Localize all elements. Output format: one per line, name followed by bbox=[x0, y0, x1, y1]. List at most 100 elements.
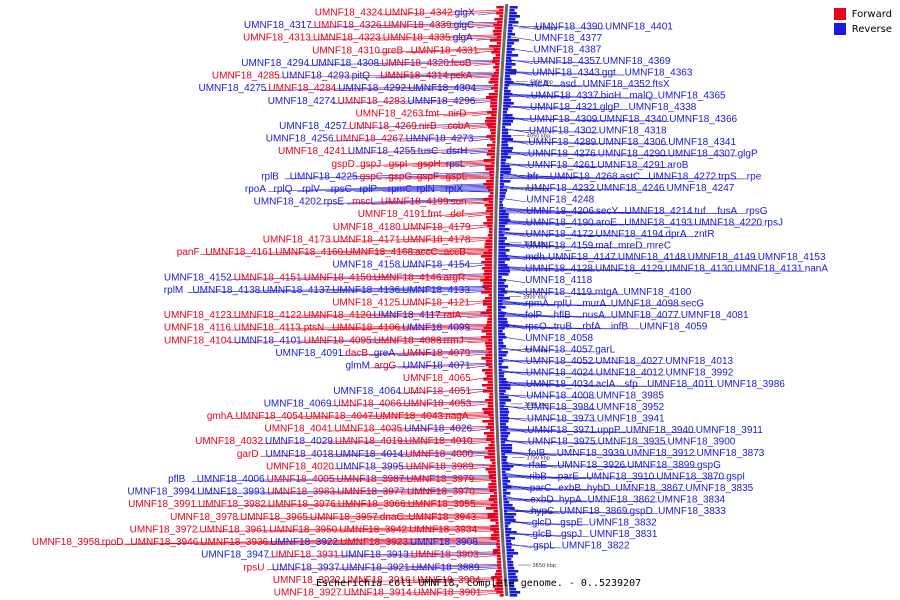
leader-line bbox=[397, 300, 490, 306]
leader-line bbox=[505, 107, 629, 110]
reverse-feature bbox=[504, 522, 511, 525]
gene-label: UMNF18_4053 bbox=[404, 398, 472, 409]
leader-line bbox=[467, 278, 490, 281]
forward-feature bbox=[489, 465, 496, 468]
forward-feature bbox=[493, 33, 502, 36]
reverse-feature bbox=[508, 579, 519, 582]
gene-label: UMNF18_4290 bbox=[598, 148, 666, 159]
leader-line bbox=[330, 451, 493, 457]
forward-feature bbox=[481, 291, 492, 294]
reverse-feature bbox=[507, 36, 511, 39]
leader-line bbox=[329, 426, 492, 432]
scale-tick-label: 3700 kbp bbox=[529, 509, 553, 515]
gene-label: UMNF18_4202 bbox=[254, 197, 322, 208]
reverse-feature bbox=[498, 225, 505, 228]
gene-label: UMNF18_4214 bbox=[625, 206, 693, 217]
leader-line bbox=[200, 247, 490, 255]
reverse-feature bbox=[498, 309, 502, 312]
forward-feature bbox=[483, 432, 495, 435]
gene-label: UMNF18_3889 bbox=[412, 562, 480, 573]
leader-line bbox=[260, 450, 493, 457]
forward-feature bbox=[486, 135, 496, 138]
reverse-feature bbox=[506, 45, 512, 48]
forward-feature bbox=[486, 324, 492, 327]
reverse-feature bbox=[506, 552, 519, 555]
forward-feature bbox=[487, 402, 494, 405]
leader-line bbox=[445, 62, 497, 66]
reverse-feature bbox=[504, 516, 515, 519]
leader-line bbox=[467, 214, 491, 217]
leader-line bbox=[505, 477, 727, 480]
reverse-feature bbox=[507, 567, 515, 570]
gene-label: UMNF18_4180 bbox=[333, 222, 401, 233]
gene-label: gspI bbox=[726, 471, 745, 482]
gene-label: UMNF18_4010 bbox=[405, 436, 473, 447]
gene-label: UMNF18_4190 bbox=[526, 218, 594, 229]
reverse-feature bbox=[502, 477, 508, 480]
leader-line bbox=[471, 492, 494, 495]
reverse-feature bbox=[498, 360, 504, 363]
leader-line bbox=[506, 499, 658, 503]
reverse-feature bbox=[501, 456, 508, 459]
forward-feature bbox=[496, 570, 502, 573]
leader-line bbox=[192, 487, 494, 495]
gene-label: UMNF18_3910 bbox=[586, 471, 654, 482]
forward-feature bbox=[496, 36, 502, 39]
forward-feature bbox=[497, 558, 501, 561]
forward-feature bbox=[489, 228, 493, 231]
gene-label: UMNF18_4098 bbox=[611, 298, 679, 309]
reverse-feature bbox=[499, 213, 509, 216]
scale-tick-label: 3950 kbp bbox=[523, 241, 547, 247]
forward-feature bbox=[489, 396, 494, 399]
gene-label: UMNF18_3946 bbox=[130, 537, 198, 548]
gene-label: garL bbox=[595, 344, 615, 355]
leader-line bbox=[265, 540, 497, 545]
gene-label: UMNF18_3970 bbox=[407, 487, 475, 498]
gene-label: UMNF18_4032 bbox=[195, 436, 263, 447]
gene-label: feoB bbox=[451, 58, 472, 69]
gene-label: UMNF18_3995 bbox=[336, 461, 404, 472]
reverse-feature bbox=[498, 327, 505, 330]
gene-label: UMNF18_4261 bbox=[528, 160, 596, 171]
gene-label: UMNF18_4122 bbox=[234, 310, 302, 321]
leader-line bbox=[509, 544, 562, 549]
reverse-feature bbox=[500, 423, 506, 426]
forward-feature bbox=[489, 39, 502, 42]
leader-line bbox=[467, 376, 490, 381]
gene-label: nanA bbox=[805, 264, 829, 275]
gene-label: UMNF18_4149 bbox=[688, 252, 756, 263]
leader-line bbox=[343, 122, 494, 129]
gene-label: glgX bbox=[455, 8, 475, 19]
gene-label: dnaG bbox=[380, 512, 405, 523]
reverse-feature bbox=[498, 222, 508, 225]
forward-feature bbox=[489, 237, 493, 240]
forward-feature bbox=[488, 195, 494, 198]
forward-feature bbox=[485, 276, 493, 279]
forward-feature bbox=[486, 96, 498, 99]
leader-line bbox=[375, 74, 496, 79]
forward-feature bbox=[493, 501, 498, 504]
reverse-feature bbox=[505, 72, 516, 75]
gene-label: UMNF18_4054 bbox=[236, 411, 304, 422]
leader-line bbox=[468, 191, 491, 193]
leader-line bbox=[330, 463, 493, 470]
gene-label: UMNF18_3977 bbox=[337, 487, 405, 498]
forward-feature bbox=[486, 309, 492, 312]
scale-tick-label: 3650 kbp bbox=[533, 563, 557, 569]
gene-label: UMNF18_4263 bbox=[356, 108, 424, 119]
gene-label: aroB bbox=[667, 160, 688, 171]
gene-label: mscL bbox=[352, 197, 376, 208]
forward-feature bbox=[494, 588, 504, 591]
gene-label: UMNF18_3979 bbox=[406, 474, 474, 485]
gene-label: UMNF18_4338 bbox=[629, 102, 697, 113]
gene-label: greA bbox=[374, 348, 395, 359]
gene-label: asd bbox=[560, 79, 576, 90]
reverse-feature bbox=[508, 24, 512, 27]
gene-label: UMNF18_3994 bbox=[127, 487, 195, 498]
forward-feature bbox=[492, 141, 496, 144]
scale-tick-label: 4100 kbp bbox=[529, 80, 553, 86]
reverse-feature bbox=[501, 138, 514, 141]
gene-label: uppP bbox=[597, 425, 621, 436]
reverse-feature bbox=[505, 540, 511, 543]
gene-label: UMNF18_4150 bbox=[304, 272, 372, 283]
